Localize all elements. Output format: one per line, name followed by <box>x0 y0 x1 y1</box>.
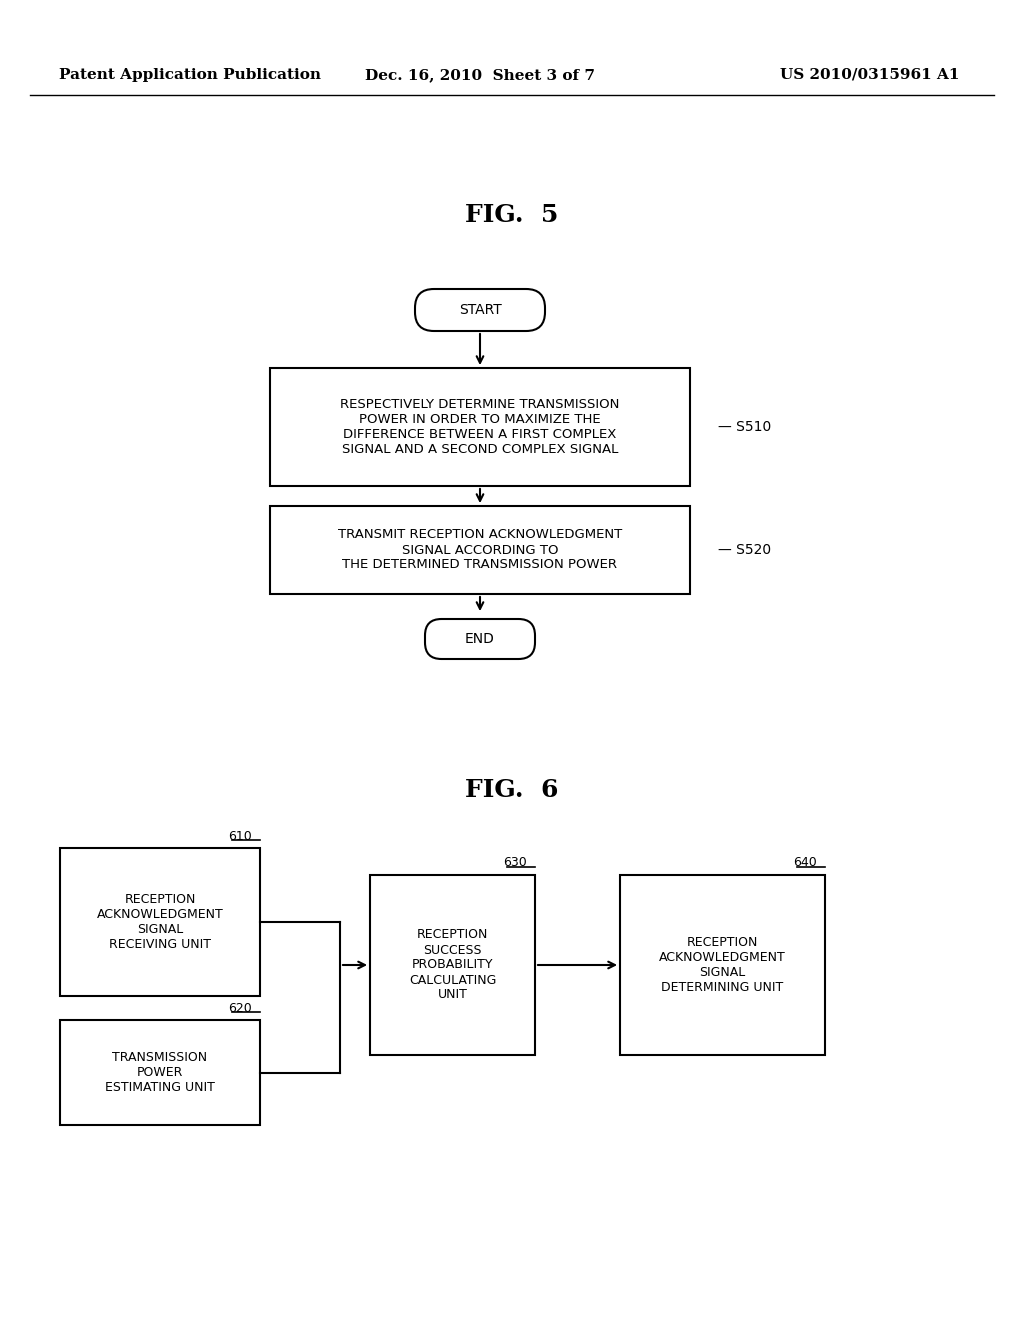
Text: — S520: — S520 <box>719 543 771 557</box>
Bar <box>370 875 535 1055</box>
Text: — S510: — S510 <box>719 420 772 434</box>
Text: TRANSMISSION
POWER
ESTIMATING UNIT: TRANSMISSION POWER ESTIMATING UNIT <box>105 1051 215 1094</box>
Text: 620: 620 <box>228 1002 252 1015</box>
FancyBboxPatch shape <box>415 289 545 331</box>
Bar <box>270 368 690 486</box>
Text: 610: 610 <box>228 829 252 842</box>
Text: TRANSMIT RECEPTION ACKNOWLEDGMENT
SIGNAL ACCORDING TO
THE DETERMINED TRANSMISSIO: TRANSMIT RECEPTION ACKNOWLEDGMENT SIGNAL… <box>338 528 623 572</box>
Text: FIG.  6: FIG. 6 <box>465 777 559 803</box>
Text: RESPECTIVELY DETERMINE TRANSMISSION
POWER IN ORDER TO MAXIMIZE THE
DIFFERENCE BE: RESPECTIVELY DETERMINE TRANSMISSION POWE… <box>340 399 620 455</box>
Bar <box>60 847 260 997</box>
FancyBboxPatch shape <box>425 619 535 659</box>
Text: FIG.  5: FIG. 5 <box>465 203 559 227</box>
Text: START: START <box>459 304 502 317</box>
Text: RECEPTION
ACKNOWLEDGMENT
SIGNAL
DETERMINING UNIT: RECEPTION ACKNOWLEDGMENT SIGNAL DETERMIN… <box>659 936 785 994</box>
Text: END: END <box>465 632 495 645</box>
Text: 630: 630 <box>503 857 527 870</box>
Text: Dec. 16, 2010  Sheet 3 of 7: Dec. 16, 2010 Sheet 3 of 7 <box>365 69 595 82</box>
Text: 640: 640 <box>794 857 817 870</box>
Text: Patent Application Publication: Patent Application Publication <box>59 69 321 82</box>
Bar <box>60 1020 260 1125</box>
Bar <box>620 875 825 1055</box>
Text: RECEPTION
ACKNOWLEDGMENT
SIGNAL
RECEIVING UNIT: RECEPTION ACKNOWLEDGMENT SIGNAL RECEIVIN… <box>96 894 223 950</box>
Text: US 2010/0315961 A1: US 2010/0315961 A1 <box>780 69 959 82</box>
Text: RECEPTION
SUCCESS
PROBABILITY
CALCULATING
UNIT: RECEPTION SUCCESS PROBABILITY CALCULATIN… <box>409 928 497 1002</box>
Bar <box>270 506 690 594</box>
